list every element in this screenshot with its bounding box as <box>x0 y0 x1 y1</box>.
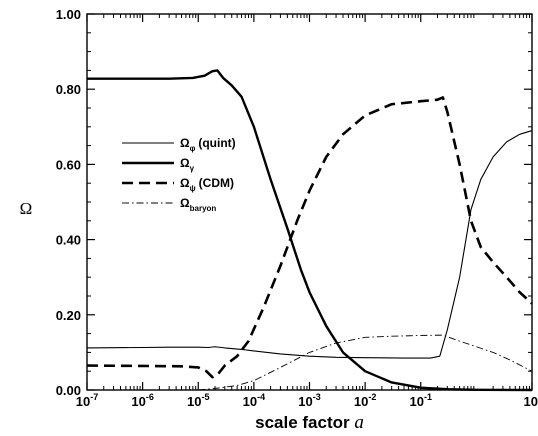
x-tick-label: 10-5 <box>187 392 209 409</box>
legend: Ωφ (quint) Ωγ Ωψ (CDM) Ωbaryon <box>122 136 236 213</box>
x-tick-label: 10-1 <box>410 392 432 409</box>
axes: 10-7 10-6 10-5 10-4 10-3 10-2 10-1 10 0.00 0.20 0.… <box>56 7 538 409</box>
x-axis-label: scale factor a <box>255 412 364 433</box>
y-tick-label: 1.00 <box>56 7 81 22</box>
x-tick-label: 10-7 <box>76 392 98 409</box>
x-tick-label: 10-6 <box>131 392 153 409</box>
legend-label: Ωbaryon <box>180 196 216 213</box>
y-axis-label: Ω <box>20 199 33 218</box>
series-line-ψ <box>86 96 533 379</box>
plot-area <box>86 69 533 392</box>
y-tick-label: 0.00 <box>56 383 81 398</box>
x-tick-label: 10-2 <box>354 392 376 409</box>
series-line-φ <box>86 130 533 359</box>
y-tick-label: 0.40 <box>56 233 81 248</box>
axis-labels: scale factor a Ω <box>20 199 364 433</box>
series-line-baryon <box>198 334 533 391</box>
series-line-γ <box>87 69 533 392</box>
legend-label: Ωγ <box>180 156 195 173</box>
legend-label: Ωψ (CDM) <box>180 176 234 193</box>
y-tick-label: 0.20 <box>56 308 81 323</box>
x-tick-label: 10-3 <box>298 392 320 409</box>
y-tick-label: 0.60 <box>56 157 81 172</box>
x-tick-label: 10 <box>524 394 538 409</box>
legend-label: Ωφ (quint) <box>180 136 236 153</box>
y-tick-label: 0.80 <box>56 82 81 97</box>
plot-frame <box>86 13 533 391</box>
x-tick-label: 10-4 <box>243 392 265 409</box>
